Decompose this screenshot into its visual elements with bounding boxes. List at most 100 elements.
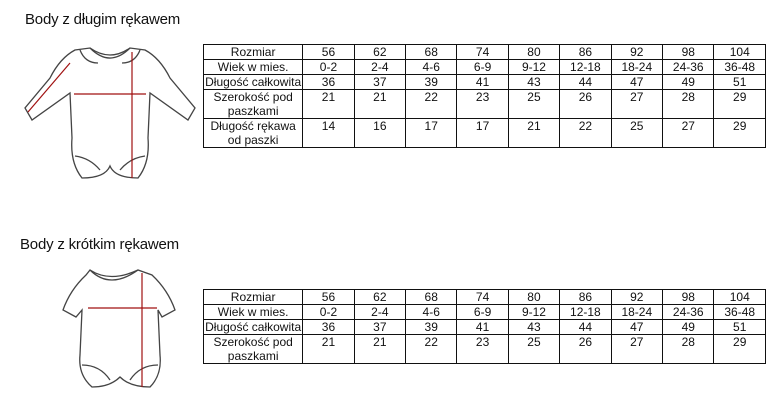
table-cell: 23 [456,334,509,364]
table-cell: 22 [559,118,612,148]
row-label: Rozmiar [202,289,304,305]
table-cell: 44 [559,74,612,90]
table-cell: 36-48 [713,304,766,320]
table-cell: 21 [302,334,355,364]
short-sleeve-size-table: Rozmiar 56 62 68 74 80 86 92 98 104 Wiek w mies. 0-… [202,289,766,364]
table-cell: 49 [662,74,715,90]
table-cell: 92 [610,44,664,60]
table-cell: 74 [456,289,509,305]
table-cell: 17 [405,118,458,148]
table-cell: 17 [456,118,509,148]
table-row: Długość całkowita 36 37 39 41 43 44 47 49 51 [202,319,766,335]
table-row: Rozmiar 56 62 68 74 80 86 92 98 104 [202,44,766,60]
row-label: Długość całkowita [202,319,304,335]
table-cell: 28 [662,89,715,119]
table-cell: 80 [507,44,561,60]
long-sleeve-size-table: Rozmiar 56 62 68 74 80 86 92 98 104 Wiek w mies. 0-… [202,44,766,148]
table-cell: 4-6 [405,59,458,75]
table-cell: 29 [713,118,766,148]
table-cell: 39 [405,74,458,90]
table-cell: 24-36 [662,59,715,75]
table-cell: 22 [405,334,458,364]
table-cell: 2-4 [353,304,407,320]
table-cell: 36 [302,74,355,90]
table-cell: 41 [456,319,509,335]
table-cell: 21 [302,89,355,119]
table-cell: 74 [456,44,509,60]
table-cell: 47 [610,319,664,335]
table-cell: 62 [353,289,407,305]
table-cell: 21 [353,334,407,364]
table-cell: 80 [507,289,561,305]
row-label: Szerokość pod paszkami [202,334,304,364]
table-cell: 27 [662,118,715,148]
table-row: Długość całkowita 36 37 39 41 43 44 47 49 51 [202,74,766,90]
table-cell: 104 [713,289,766,305]
row-label: Wiek w mies. [202,304,304,320]
table-cell: 51 [713,74,766,90]
table-cell: 92 [610,289,664,305]
table-cell: 25 [507,89,561,119]
table-row: Szerokość pod paszkami 21 21 22 23 25 26 27 28 29 [202,334,766,364]
table-cell: 29 [713,89,766,119]
table-cell: 21 [353,89,407,119]
table-cell: 26 [559,334,612,364]
table-cell: 23 [456,89,509,119]
table-cell: 37 [353,74,407,90]
table-cell: 27 [610,89,664,119]
table-cell: 36-48 [713,59,766,75]
row-label: Szerokość pod paszkami [202,89,304,119]
row-label: Długość całkowita [202,74,304,90]
table-cell: 86 [559,44,612,60]
table-cell: 6-9 [456,59,509,75]
row-label: Wiek w mies. [202,59,304,75]
table-cell: 51 [713,319,766,335]
table-cell: 41 [456,74,509,90]
table-cell: 44 [559,319,612,335]
table-cell: 0-2 [302,59,355,75]
table-cell: 22 [405,89,458,119]
table-cell: 12-18 [559,304,612,320]
table-cell: 29 [713,334,766,364]
table-cell: 12-18 [559,59,612,75]
row-label: Rozmiar [202,44,304,60]
table-cell: 21 [507,118,561,148]
table-cell: 28 [662,334,715,364]
table-cell: 6-9 [456,304,509,320]
table-cell: 98 [662,289,715,305]
table-cell: 68 [405,44,458,60]
table-cell: 47 [610,74,664,90]
table-cell: 18-24 [610,59,664,75]
table-row: Długość rękawa od paszki 14 16 17 17 21 22 25 27… [202,118,766,148]
table-cell: 68 [405,289,458,305]
table-cell: 104 [713,44,766,60]
row-label: Długość rękawa od paszki [202,118,304,148]
table-cell: 36 [302,319,355,335]
table-cell: 56 [302,289,355,305]
table-cell: 43 [507,319,561,335]
long-sleeve-title: Body z długim rękawem [25,11,181,28]
table-cell: 25 [610,118,664,148]
table-cell: 56 [302,44,355,60]
table-cell: 25 [507,334,561,364]
table-cell: 0-2 [302,304,355,320]
table-row: Rozmiar 56 62 68 74 80 86 92 98 104 [202,289,766,305]
table-cell: 86 [559,289,612,305]
table-cell: 98 [662,44,715,60]
table-row: Wiek w mies. 0-2 2-4 4-6 6-9 9-12 12-18 18-24 24… [202,304,766,320]
table-cell: 39 [405,319,458,335]
table-cell: 4-6 [405,304,458,320]
table-cell: 14 [302,118,355,148]
table-cell: 49 [662,319,715,335]
table-cell: 26 [559,89,612,119]
table-cell: 62 [353,44,407,60]
table-cell: 18-24 [610,304,664,320]
table-cell: 37 [353,319,407,335]
long-sleeve-bodysuit-illustration [24,47,196,179]
table-cell: 2-4 [353,59,407,75]
table-cell: 27 [610,334,664,364]
table-cell: 9-12 [507,59,561,75]
table-cell: 24-36 [662,304,715,320]
short-sleeve-title: Body z krótkim rękawem [20,236,179,253]
